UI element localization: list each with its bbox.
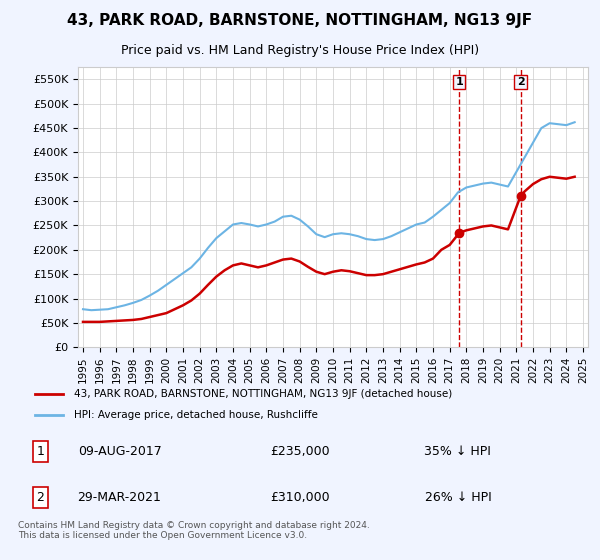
Text: £235,000: £235,000 bbox=[270, 445, 330, 458]
Text: 1: 1 bbox=[37, 445, 44, 458]
Text: 2: 2 bbox=[517, 77, 524, 87]
Text: Contains HM Land Registry data © Crown copyright and database right 2024.
This d: Contains HM Land Registry data © Crown c… bbox=[18, 521, 370, 540]
Text: 1: 1 bbox=[455, 77, 463, 87]
Text: Price paid vs. HM Land Registry's House Price Index (HPI): Price paid vs. HM Land Registry's House … bbox=[121, 44, 479, 57]
Text: 43, PARK ROAD, BARNSTONE, NOTTINGHAM, NG13 9JF (detached house): 43, PARK ROAD, BARNSTONE, NOTTINGHAM, NG… bbox=[74, 389, 452, 399]
Text: 43, PARK ROAD, BARNSTONE, NOTTINGHAM, NG13 9JF: 43, PARK ROAD, BARNSTONE, NOTTINGHAM, NG… bbox=[67, 13, 533, 29]
Text: 29-MAR-2021: 29-MAR-2021 bbox=[77, 491, 161, 504]
Text: £310,000: £310,000 bbox=[270, 491, 330, 504]
Text: 09-AUG-2017: 09-AUG-2017 bbox=[77, 445, 161, 458]
Text: 2: 2 bbox=[37, 491, 44, 504]
Text: 35% ↓ HPI: 35% ↓ HPI bbox=[424, 445, 491, 458]
Text: 26% ↓ HPI: 26% ↓ HPI bbox=[425, 491, 491, 504]
Text: HPI: Average price, detached house, Rushcliffe: HPI: Average price, detached house, Rush… bbox=[74, 410, 318, 420]
